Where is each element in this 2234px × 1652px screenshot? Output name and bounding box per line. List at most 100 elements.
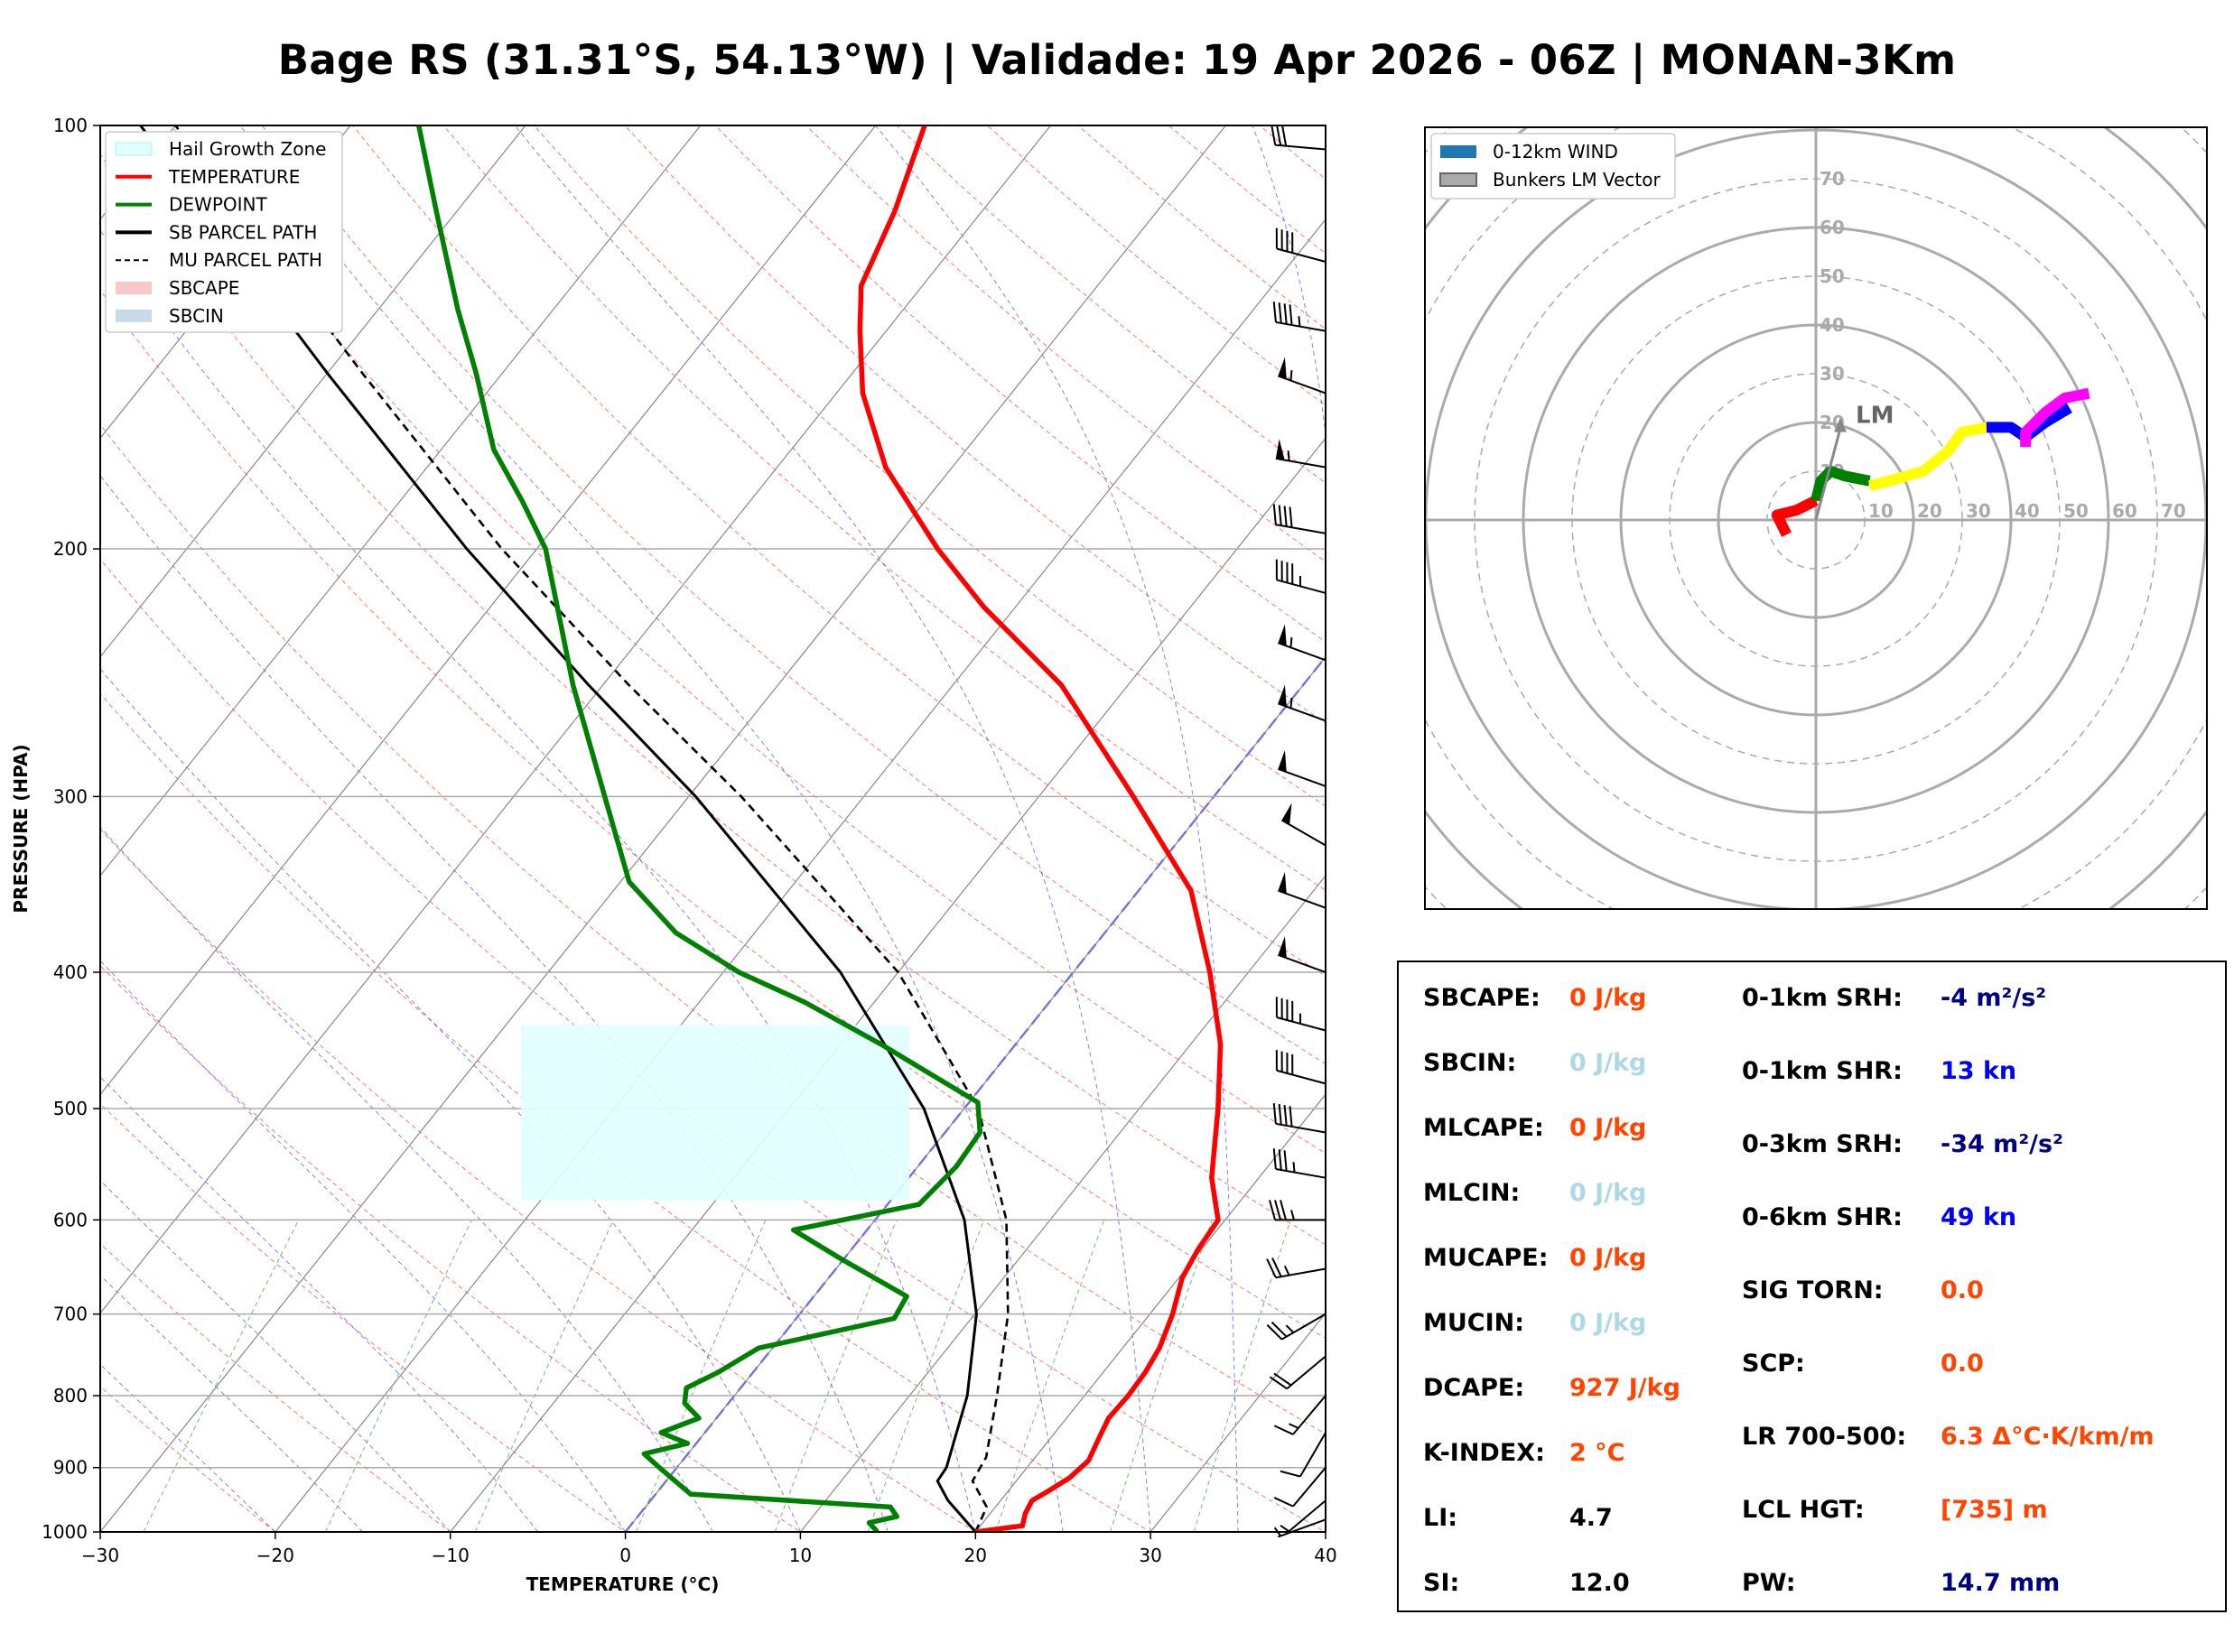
param-value: 0 J/kg: [1569, 1244, 1647, 1272]
ring-label: 70: [2161, 500, 2186, 522]
barb-staff: [1278, 642, 1326, 662]
wind-barb: [1269, 1200, 1326, 1221]
param-label: 0-3km SRH:: [1742, 1130, 1903, 1158]
ring-label: 50: [1820, 265, 1845, 287]
wind-barb: [1269, 1355, 1326, 1390]
barb-flag: [1283, 1105, 1288, 1126]
barb-staff: [1276, 1016, 1326, 1032]
dry-adiabat: [100, 1243, 451, 1532]
skewt-frame: [99, 125, 1326, 1533]
y-tick-label: 300: [53, 785, 88, 807]
barb-flag: [1289, 304, 1293, 326]
wind-barb: [1275, 227, 1326, 263]
param-value: 0 J/kg: [1569, 984, 1647, 1012]
wind-barb: [1272, 302, 1326, 332]
dry-adiabat: [100, 558, 1326, 1532]
param-value: 13 kn: [1941, 1057, 2017, 1085]
barb-half-flag: [1289, 636, 1293, 648]
y-tick-label: 800: [53, 1385, 88, 1406]
moist-adiabat: [100, 668, 801, 1532]
wind-barb: [1278, 624, 1326, 662]
wind-barb: [1275, 439, 1326, 469]
barb-flag: [1272, 504, 1277, 525]
hodograph-legend: 0-12km WIND Bunkers LM Vector: [1430, 133, 1676, 200]
barb-staff: [1286, 1499, 1326, 1535]
barb-half-flag: [1280, 1525, 1289, 1533]
barb-pennant: [1278, 684, 1287, 707]
barb-staff: [1278, 767, 1326, 787]
barb-staff: [1275, 1267, 1326, 1279]
dry-adiabat: [442, 125, 1326, 891]
param-value: 927 J/kg: [1569, 1374, 1680, 1402]
param-value: 0.0: [1941, 1276, 1984, 1304]
ring-label: 40: [2015, 500, 2040, 522]
isotherm: [100, 125, 526, 658]
barb-pennant: [1278, 624, 1287, 646]
ring-label: 10: [1868, 500, 1894, 522]
moist-adiabat: [100, 826, 713, 1532]
wind-barb: [1266, 1313, 1326, 1341]
barb-flag: [1280, 1200, 1287, 1220]
wind-barb: [1272, 1103, 1326, 1134]
wind-barb: [1266, 1258, 1326, 1279]
y-tick-label: 500: [53, 1098, 88, 1119]
skewt-plot-area: [100, 125, 1326, 1532]
param-value: 2 °C: [1569, 1439, 1625, 1467]
barb-flag: [1289, 506, 1293, 528]
barb-flag: [1276, 125, 1282, 146]
dry-adiabat: [100, 964, 802, 1532]
legend-label: TEMPERATURE: [168, 166, 300, 188]
param-label: 0-1km SRH:: [1742, 984, 1903, 1012]
barb-flag: [1266, 1258, 1277, 1278]
barb-staff: [1275, 320, 1326, 332]
param-label: 0-6km SHR:: [1742, 1203, 1903, 1231]
wind-barb: [1272, 1148, 1326, 1179]
barb-flag: [1280, 1470, 1301, 1478]
isotherm: [799, 875, 1326, 1532]
isotherm: [100, 125, 702, 877]
barb-staff: [1278, 1518, 1326, 1538]
param-label: PW:: [1742, 1569, 1796, 1597]
barb-flag: [1278, 302, 1282, 324]
temperature-profile: [857, 125, 1224, 1532]
barb-flag: [1283, 303, 1288, 325]
param-value: 0 J/kg: [1569, 1114, 1647, 1142]
legend-label: MU PARCEL PATH: [169, 249, 322, 271]
barb-pennant: [1278, 936, 1287, 959]
ring-label: 30: [1966, 500, 1991, 522]
bunkers-lm-arrowhead: [1834, 417, 1847, 432]
parameters-box: SBCAPE: 0 J/kg SBCIN: 0 J/kg MLCAPE: 0 J/kg ML…: [1397, 961, 2227, 1612]
wind-barb: [1278, 871, 1326, 909]
barb-staff: [1275, 144, 1326, 151]
x-tick-label: 0: [619, 1545, 631, 1566]
mixing-ratio-line: [325, 1220, 472, 1532]
ring-label: 50: [2063, 500, 2089, 522]
barb-staff: [1278, 375, 1326, 394]
legend-swatch: [1439, 172, 1477, 187]
hodograph-ring: [1425, 127, 2207, 909]
barb-staff: [1292, 1467, 1326, 1508]
x-axis-label: TEMPERATURE (°C): [526, 1573, 720, 1595]
legend-label: Hail Growth Zone: [169, 138, 326, 160]
wind-barb: [1272, 504, 1326, 534]
param-label: MUCIN:: [1423, 1309, 1525, 1337]
barb-staff: [1299, 1432, 1326, 1478]
y-tick-label: 100: [53, 115, 88, 136]
wind-barb: [1278, 684, 1326, 722]
moist-adiabat: [514, 125, 1151, 1532]
barb-staff: [1276, 247, 1326, 263]
isotherm: [275, 218, 1326, 1532]
param-label: SCP:: [1742, 1350, 1805, 1378]
isotherm: [100, 125, 1052, 1314]
param-label: SBCIN:: [1423, 1049, 1517, 1077]
isotherm: [100, 125, 877, 1096]
chart-title: Bage RS (31.31°S, 54.13°W) | Validade: 1…: [277, 36, 1957, 84]
moist-adiabat: [875, 125, 1239, 1532]
barb-flag: [1272, 1148, 1277, 1170]
barb-half-flag: [1283, 1265, 1290, 1276]
legend-label: DEWPOINT: [169, 194, 267, 216]
moist-adiabat: [100, 960, 627, 1532]
dry-adiabat: [100, 1102, 627, 1532]
param-label: MLCIN:: [1423, 1179, 1521, 1207]
moist-adiabat: [100, 1076, 538, 1532]
